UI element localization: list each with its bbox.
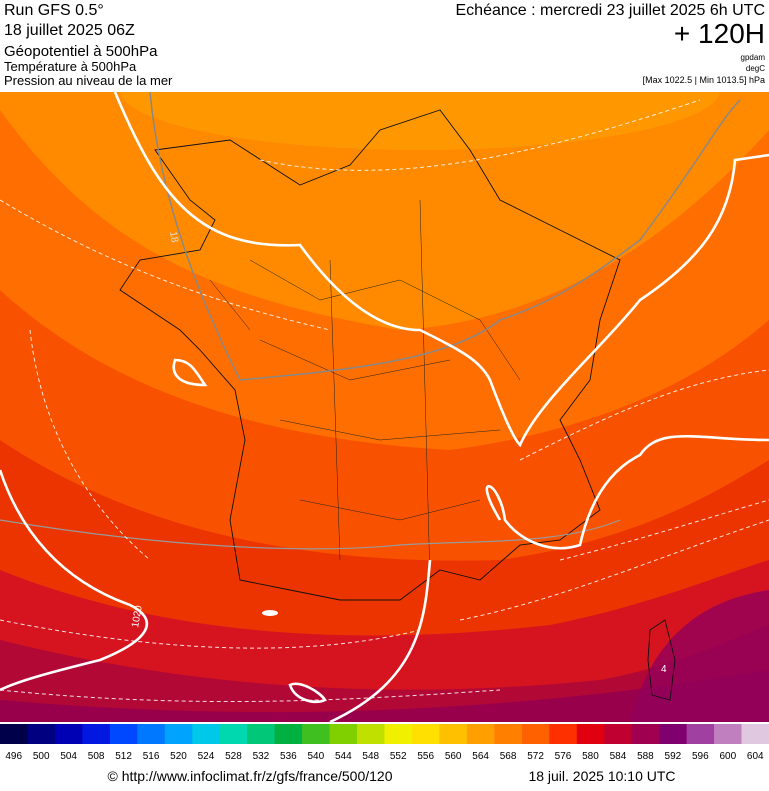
colorbar-label: 520 — [170, 751, 187, 762]
color-swatch — [247, 724, 276, 744]
field: Température à 500hPa — [4, 59, 137, 74]
map-label: 1020 — [130, 604, 145, 628]
colorbar-label: 552 — [390, 751, 407, 762]
color-swatch — [27, 724, 56, 744]
colorbar-label: 596 — [692, 751, 709, 762]
colorbar-label: 544 — [335, 751, 352, 762]
field: Pression au niveau de la mer — [4, 73, 173, 88]
color-swatch — [741, 724, 769, 744]
source: © http://www.infoclimat.fr/z/gfs/france/… — [108, 768, 393, 784]
colorbar-label: 508 — [88, 751, 105, 762]
color-swatch — [357, 724, 385, 744]
color-swatch — [302, 724, 331, 744]
map: 18 1020 4 — [0, 92, 769, 722]
color-swatch — [686, 724, 715, 744]
colorbar-label: 540 — [307, 751, 324, 762]
echeance: Echéance : mercredi 23 juillet 2025 6h U… — [456, 2, 766, 19]
colorbar-label: 532 — [253, 751, 270, 762]
color-swatch — [659, 724, 688, 744]
colorbar-label: 516 — [143, 751, 160, 762]
colorbar-label: 536 — [280, 751, 297, 762]
colorbar-label: 556 — [417, 751, 434, 762]
color-swatch — [329, 724, 358, 744]
run-date: 18 juillet 2025 06Z — [4, 22, 135, 39]
field: Géopotentiel à 500hPa — [4, 43, 158, 60]
color-swatch — [494, 724, 523, 744]
run: Run GFS 0.5° — [4, 2, 104, 19]
colorbar-label: 588 — [637, 751, 654, 762]
color-swatch — [54, 724, 83, 744]
color-swatch — [466, 724, 495, 744]
colorbar-label: 524 — [198, 751, 215, 762]
map-label: 4 — [661, 664, 667, 675]
color-swatch — [521, 724, 550, 744]
color-swatch — [82, 724, 111, 744]
colorbar-label: 548 — [362, 751, 379, 762]
unit: degC — [746, 64, 765, 73]
lead-time: + 120H — [674, 18, 765, 49]
colorbar-label: 592 — [665, 751, 682, 762]
color-swatch — [411, 724, 440, 744]
colorbar-label: 496 — [5, 751, 22, 762]
color-swatch — [631, 724, 660, 744]
colorbar: 496 500 504 508 512 516 520 524 528 532 536 540 544 5… — [0, 724, 769, 762]
color-swatch — [549, 724, 578, 744]
colorbar-label: 560 — [445, 751, 462, 762]
colorbar-label: 584 — [610, 751, 627, 762]
color-swatch — [137, 724, 166, 744]
color-swatch — [109, 724, 138, 744]
color-swatch — [714, 724, 743, 744]
color-swatch — [0, 724, 28, 744]
timestamp: 18 juil. 2025 10:10 UTC — [528, 768, 675, 784]
unit: gpdam — [741, 53, 766, 62]
pressure-range: [Max 1022.5 | Min 1013.5] hPa — [643, 75, 765, 85]
colorbar-label: 504 — [60, 751, 77, 762]
color-swatch — [274, 724, 303, 744]
colorbar-label: 580 — [582, 751, 599, 762]
color-swatch — [384, 724, 413, 744]
colorbar-label: 564 — [472, 751, 489, 762]
colorbar-label: 512 — [115, 751, 132, 762]
colorbar-label: 572 — [527, 751, 544, 762]
colorbar-label: 604 — [747, 751, 764, 762]
color-swatch — [164, 724, 193, 744]
colorbar-label: 528 — [225, 751, 242, 762]
color-swatch — [192, 724, 221, 744]
colorbar-label: 600 — [719, 751, 736, 762]
map-label: 18 — [167, 231, 180, 244]
color-swatch — [604, 724, 633, 744]
colorbar-label: 568 — [500, 751, 517, 762]
colorbar-label: 576 — [555, 751, 572, 762]
color-swatch — [219, 724, 248, 744]
color-swatch — [439, 724, 468, 744]
color-swatch — [576, 724, 605, 744]
colorbar-label: 500 — [33, 751, 50, 762]
